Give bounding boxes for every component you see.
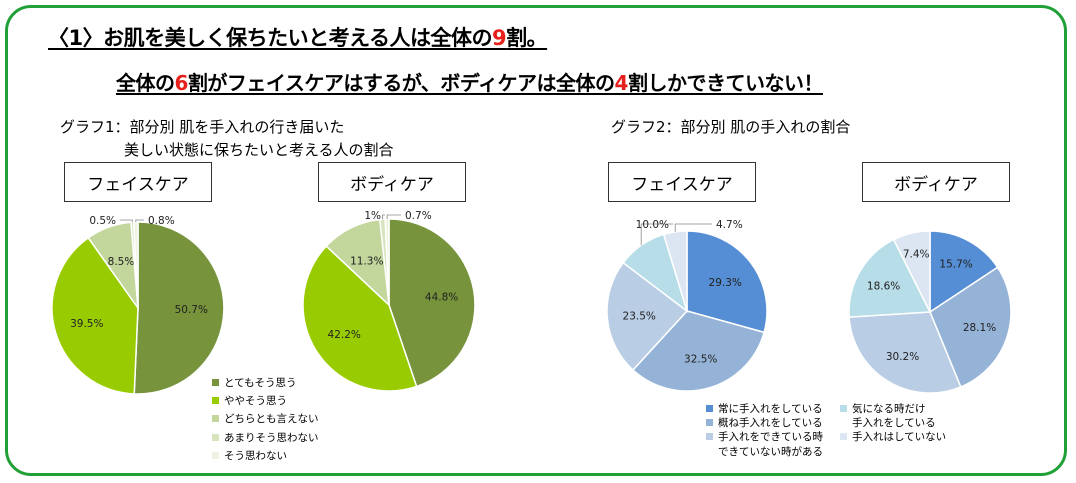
legend1-item-4: あまりそう思わない: [212, 431, 319, 445]
chart3-label-1: 29.3%: [709, 277, 742, 289]
legend1-item-5-swatch: [212, 451, 219, 459]
chart3-label-4: 10.0%: [636, 219, 669, 231]
chart3-leader-4: [640, 223, 673, 246]
chart2-title-box: ボディケア: [318, 162, 466, 202]
legend2-item-5: 手入れはしていない: [840, 430, 946, 444]
chart2-slice-2: [302, 245, 418, 392]
chart1-title-box: フェイスケア: [64, 162, 212, 202]
legend2-item-3: 手入れをできている時 できていない時がある: [706, 430, 823, 458]
chart3-label-3: 23.5%: [623, 310, 656, 322]
heading-sub-text-3: 割しかできていない！: [627, 71, 824, 95]
chart2-slice-1: [388, 218, 476, 388]
graph1-title-line2: 美しい状態に保ちたいと考える人の割合: [124, 141, 394, 159]
chart2-leader-4: [382, 214, 385, 220]
chart3-slice-1: [686, 230, 768, 334]
chart4-label-4: 18.6%: [867, 280, 900, 292]
heading-main-suffix: 割。: [506, 26, 548, 50]
chart4-slice-3: [848, 311, 962, 394]
heading-sub: 全体の6割がフェイスケアはするが、ボディケアは全体の4割しかできていない！: [116, 67, 823, 96]
chart1-slice-1: [133, 221, 225, 395]
chart2-label-2: 42.2%: [328, 329, 361, 341]
chart4-label-5: 7.4%: [903, 249, 930, 261]
chart3-slice-2: [631, 310, 766, 392]
legend2-item-1-text: 常に手入れをしている: [718, 403, 823, 415]
chart2-label-1: 44.8%: [425, 291, 458, 303]
chart1-label-3: 8.5%: [108, 256, 135, 268]
graph2-title: グラフ2：部分別 肌の手入れの割合: [611, 118, 851, 136]
legend1-item-1: とてもそう思う: [212, 376, 319, 390]
legend-graph2-col1: 常に手入れをしている 概ね手入れをしている 手入れをできている時 できていない時があ…: [706, 402, 823, 459]
legend-graph2-col2: 気になる時だけ 手入れをしている 手入れはしていない: [840, 402, 946, 445]
heading-main-text: 〈1〉お肌を美しく保ちたいと考える人は全体の: [48, 26, 492, 50]
legend1-item-2: ややそう思う: [212, 394, 319, 408]
legend2-item-5-swatch: [840, 433, 847, 441]
legend1-item-3-swatch: [212, 415, 219, 423]
chart4-title-box: ボディケア: [862, 162, 1010, 202]
legend2-item-1: 常に手入れをしている: [706, 402, 823, 416]
legend1-item-3: どちらとも言えない: [212, 412, 319, 426]
legend1-item-2-text: ややそう思う: [224, 395, 287, 408]
chart3-title-box: フェイスケア: [608, 162, 756, 202]
legend1-item-3-text: どちらとも言えない: [224, 413, 319, 426]
legend-graph1: とてもそう思う ややそう思うどちらとも言えない あまりそう思わない そう思わない: [212, 376, 319, 467]
legend2-item-3-text: 手入れをできている時 できていない時がある: [718, 431, 823, 458]
chart2-label-3: 11.3%: [350, 255, 383, 267]
chart1-leader-5: [135, 219, 144, 222]
legend1-item-5: そう思わない: [212, 449, 319, 463]
legend2-item-1-swatch: [706, 405, 713, 412]
heading-sub-number-1: 6: [174, 71, 189, 95]
legend1-item-2-swatch: [212, 397, 219, 405]
heading-sub-text-2: 割がフェイスケアはするが、ボディケアは全体の: [187, 71, 615, 95]
chart1-label-5: 0.8%: [148, 215, 175, 227]
heading-sub-number-2: 4: [614, 71, 629, 95]
legend2-item-4-text: 気になる時だけ 手入れをしている: [852, 403, 936, 430]
heading-main-number: 9: [491, 26, 507, 50]
chart4-slice-5: [892, 230, 931, 313]
chart2-leader-5: [386, 214, 401, 219]
chart1-label-2: 39.5%: [70, 318, 103, 330]
chart4-slice-4: [848, 238, 932, 318]
legend2-item-2: 概ね手入れをしている: [706, 416, 823, 430]
chart1-label-4: 0.5%: [89, 215, 116, 227]
heading-main: 〈1〉お肌を美しく保ちたいと考える人は全体の9割。: [48, 22, 548, 52]
legend2-item-5-text: 手入れはしていない: [852, 431, 947, 444]
chart4-label-2: 28.1%: [963, 322, 996, 334]
chart3-slice-3: [606, 261, 689, 372]
legend2-item-3-swatch: [706, 433, 713, 441]
chart1-label-1: 50.7%: [175, 304, 208, 316]
legend1-item-1-swatch: [212, 379, 219, 386]
chart4-label-3: 30.2%: [886, 351, 919, 363]
green-rounded-frame: [5, 5, 1067, 476]
legend1-item-4-text: あまりそう思わない: [224, 431, 319, 444]
chart2-slice-5: [384, 218, 390, 306]
legend2-item-2-text: 概ね手入れをしている: [718, 417, 823, 430]
legend2-item-2-swatch: [706, 419, 713, 427]
legend2-item-4-swatch: [840, 405, 847, 412]
chart1-slice-5: [132, 221, 139, 309]
graph1-title-line1: グラフ1：部分別 肌を手入れの行き届いた: [60, 118, 345, 136]
legend1-item-4-swatch: [212, 433, 219, 441]
chart2-label-5: 0.7%: [405, 210, 432, 222]
chart3-label-5: 4.7%: [716, 219, 743, 231]
chart1-slice-2: [51, 236, 139, 395]
chart2-label-4: 1%: [364, 210, 381, 222]
legend1-item-5-text: そう思わない: [224, 449, 287, 462]
chart1-leader-4: [120, 219, 133, 223]
heading-sub-text-1: 全体の: [116, 71, 175, 95]
chart3-label-2: 32.5%: [684, 354, 717, 366]
chart4-slice-1: [929, 230, 999, 314]
chart4-label-1: 15.7%: [939, 259, 972, 271]
chart3-leader-5: [674, 223, 712, 232]
legend1-item-1-text: とてもそう思う: [224, 377, 297, 389]
chart4-slice-2: [929, 266, 1012, 388]
legend2-item-4: 気になる時だけ 手入れをしている: [840, 402, 946, 430]
